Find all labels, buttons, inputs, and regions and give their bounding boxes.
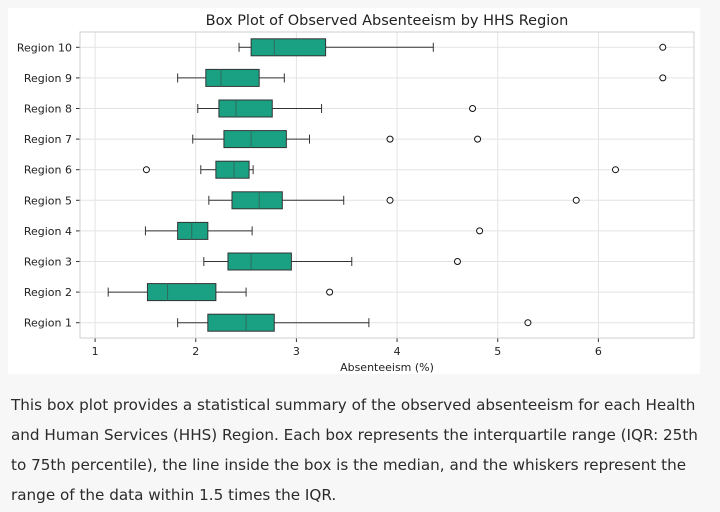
plot-frame (79, 31, 695, 339)
outlier-point (659, 74, 667, 82)
x-axis-label: Absenteeism (%) (340, 361, 434, 374)
y-tick-label: Region 5 (24, 194, 72, 207)
chart-caption: This box plot provides a statistical sum… (11, 396, 698, 504)
outlier-point (453, 258, 461, 265)
chart-title: Box Plot of Observed Absenteeism by HHS … (206, 13, 569, 29)
x-tick-label: 3 (293, 345, 300, 358)
x-tick-label: 1 (92, 345, 99, 358)
box-iqr (218, 99, 273, 118)
box-iqr (223, 130, 287, 149)
x-tick-label: 4 (394, 345, 401, 358)
x-tick-label: 5 (494, 345, 501, 358)
outlier-point (524, 319, 532, 327)
outlier-point (469, 105, 477, 112)
y-tick-label: Region 3 (24, 256, 72, 269)
outlier-point (474, 135, 482, 143)
y-tick-label: Region 2 (24, 286, 72, 299)
outlier-point (611, 166, 619, 174)
outlier-point (142, 166, 150, 174)
box-iqr (177, 221, 209, 240)
box-iqr (205, 68, 260, 87)
outlier-point (572, 196, 580, 204)
y-tick-label: Region 1 (24, 317, 72, 330)
box-iqr (250, 38, 327, 57)
box-iqr (231, 191, 283, 210)
outlier-point (659, 43, 667, 51)
box-iqr (146, 283, 217, 302)
y-tick-label: Region 10 (17, 41, 72, 54)
outlier-point (386, 135, 394, 143)
x-tick-label: 6 (595, 345, 602, 358)
y-tick-label: Region 7 (24, 133, 72, 146)
chart-figure: Box Plot of Observed Absenteeism by HHS … (8, 8, 700, 374)
x-tick-label: 2 (192, 345, 199, 358)
y-tick-label: Region 8 (24, 103, 72, 116)
box-iqr (215, 160, 250, 179)
outlier-point (326, 288, 334, 296)
box-iqr (207, 313, 275, 332)
box-iqr (227, 252, 292, 271)
box-plot-chart: Box Plot of Observed Absenteeism by HHS … (17, 13, 695, 374)
y-tick-label: Region 4 (24, 225, 72, 238)
outlier-point (386, 196, 394, 204)
y-tick-label: Region 6 (24, 164, 72, 177)
y-tick-label: Region 9 (24, 72, 72, 85)
outlier-point (476, 227, 484, 235)
